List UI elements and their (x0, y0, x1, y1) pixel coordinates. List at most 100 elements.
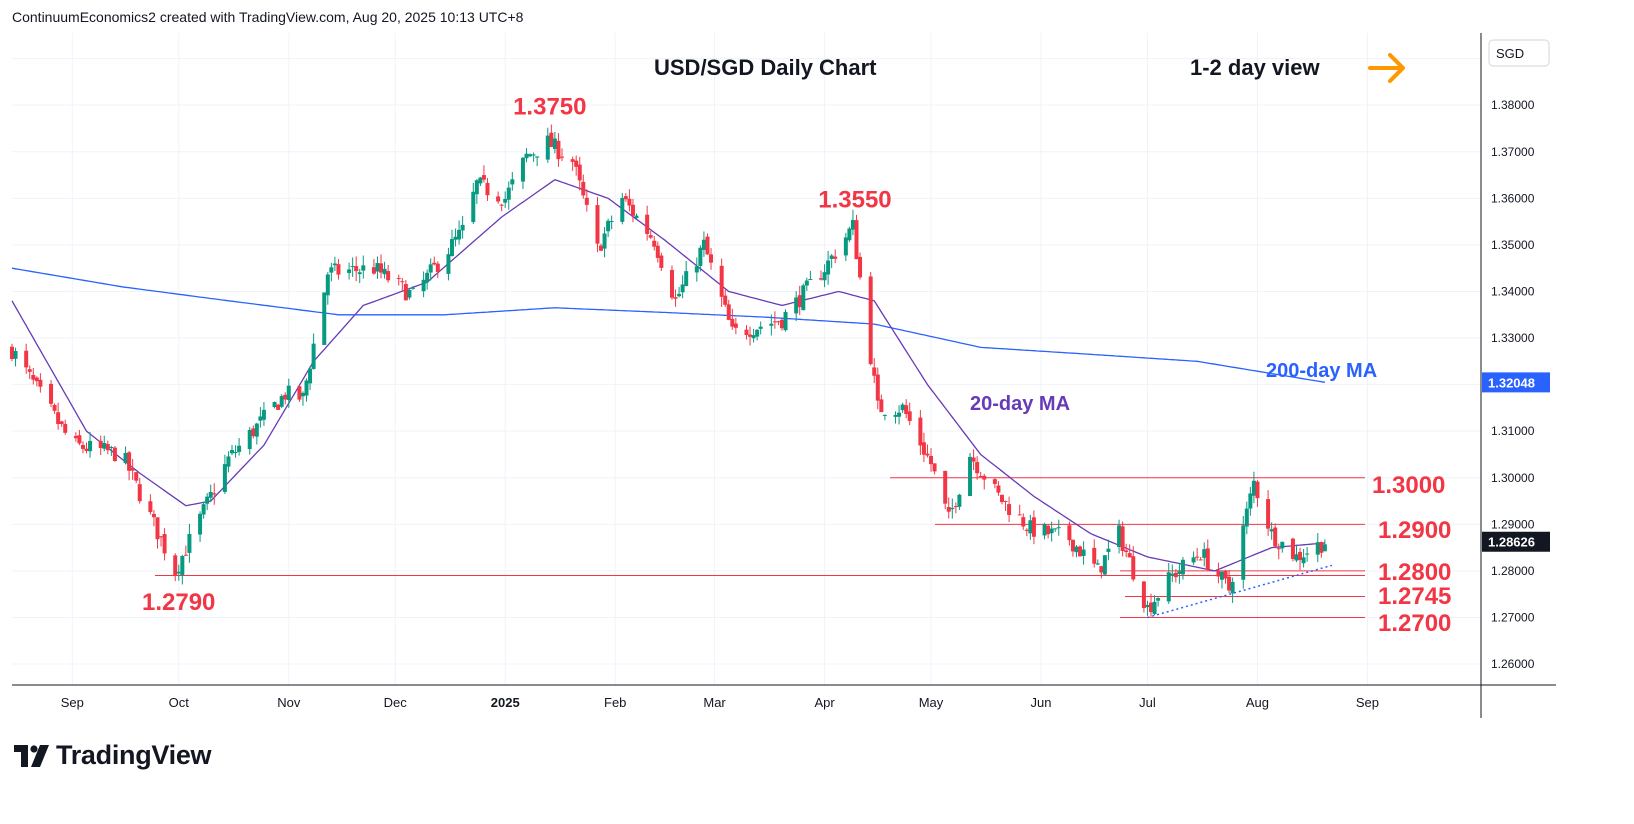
candle-body (943, 470, 948, 504)
ma200-price-text: 1.32048 (1488, 375, 1535, 390)
candle-body (801, 285, 806, 311)
candle-body (1145, 604, 1150, 608)
candle-body (620, 198, 625, 222)
candle-body (1070, 539, 1075, 552)
candle-body (1223, 570, 1228, 579)
candle-body (748, 334, 753, 337)
candle-body (183, 554, 188, 556)
candle-body (1273, 527, 1278, 547)
candle-body (698, 247, 703, 266)
candle-body (520, 157, 525, 182)
candle-body (552, 138, 557, 149)
candle-body (630, 204, 635, 216)
candle-body (105, 444, 110, 451)
candle-body (304, 380, 309, 396)
candle-body (659, 255, 664, 268)
candle-body (499, 204, 504, 206)
candle-body (677, 293, 682, 297)
candle-body (1248, 493, 1253, 509)
candle-body (212, 493, 217, 495)
candle-body (957, 494, 962, 507)
candle-body (1280, 541, 1285, 549)
candle-body (63, 423, 68, 433)
candle-body (205, 496, 210, 504)
candle-body (34, 377, 39, 382)
candle-body (946, 507, 951, 512)
candle-body (180, 556, 185, 576)
candle-body (893, 414, 898, 417)
candle-body (623, 196, 628, 200)
candle-body (680, 284, 685, 293)
candle-body (1305, 553, 1310, 555)
candle-body (669, 269, 674, 298)
candle-body (574, 160, 579, 167)
candle-body (173, 555, 178, 576)
candle-body (556, 140, 561, 160)
candle-body (1092, 547, 1097, 564)
candle-body (755, 329, 760, 337)
candle-body (80, 444, 85, 449)
level-label: 1.2800 (1378, 559, 1451, 586)
y-tick-label: 1.38000 (1491, 98, 1535, 112)
candle-body (833, 256, 838, 259)
candle-body (226, 456, 231, 467)
candle-body (251, 428, 256, 437)
candle-body (719, 265, 724, 297)
candle-body (705, 236, 710, 255)
candle-body (999, 494, 1004, 503)
candle-body (1298, 551, 1303, 561)
candle-body (1269, 529, 1274, 532)
candle-body (130, 468, 135, 471)
candle-body (975, 462, 980, 474)
candle-body (446, 254, 451, 274)
candle-body (261, 409, 266, 420)
candle-body (1244, 508, 1249, 527)
candle-body (56, 412, 61, 425)
candle-body (694, 266, 699, 273)
candle-body (882, 414, 887, 416)
candle-body (584, 197, 589, 205)
candle-body (1180, 559, 1185, 575)
candle-body (400, 281, 405, 283)
candle-body (1078, 546, 1083, 557)
x-tick-label: Jun (1031, 695, 1052, 710)
candle-body (1177, 571, 1182, 574)
candle-body (829, 255, 834, 259)
candle-body (992, 479, 997, 484)
candle-body (297, 386, 302, 400)
y-tick-label: 1.34000 (1491, 284, 1535, 298)
candle-body (137, 484, 142, 502)
candle-body (1170, 573, 1175, 576)
candle-body (84, 448, 89, 451)
candle-body (606, 220, 611, 232)
candle-body (421, 279, 426, 292)
candle-body (822, 272, 827, 281)
candle-body (858, 256, 863, 278)
candle-body (1124, 550, 1129, 553)
candle-body (648, 235, 653, 238)
candle-body (758, 326, 763, 329)
candle-body (978, 475, 983, 477)
ma200-price-tag (1482, 372, 1550, 393)
y-tick-label: 1.30000 (1491, 471, 1535, 485)
candle-body (49, 383, 54, 404)
candle-body (1195, 556, 1200, 558)
level-label: 1.3000 (1372, 472, 1445, 499)
candle-body (1173, 572, 1178, 578)
candle-body (797, 295, 802, 308)
candle-body (709, 254, 714, 263)
candle-body (1276, 548, 1281, 550)
candle-body (24, 350, 29, 368)
candle-body (1149, 602, 1154, 613)
candle-body (794, 297, 799, 314)
y-tick-label: 1.29000 (1491, 517, 1535, 531)
candle-body (577, 164, 582, 181)
candle-body (112, 447, 117, 462)
candle-body (971, 457, 976, 462)
candle-body (1141, 581, 1146, 608)
candle-body (300, 392, 305, 397)
tradingview-logo[interactable]: TradingView (14, 740, 212, 771)
candle-body (109, 446, 114, 448)
candle-body (233, 451, 238, 453)
